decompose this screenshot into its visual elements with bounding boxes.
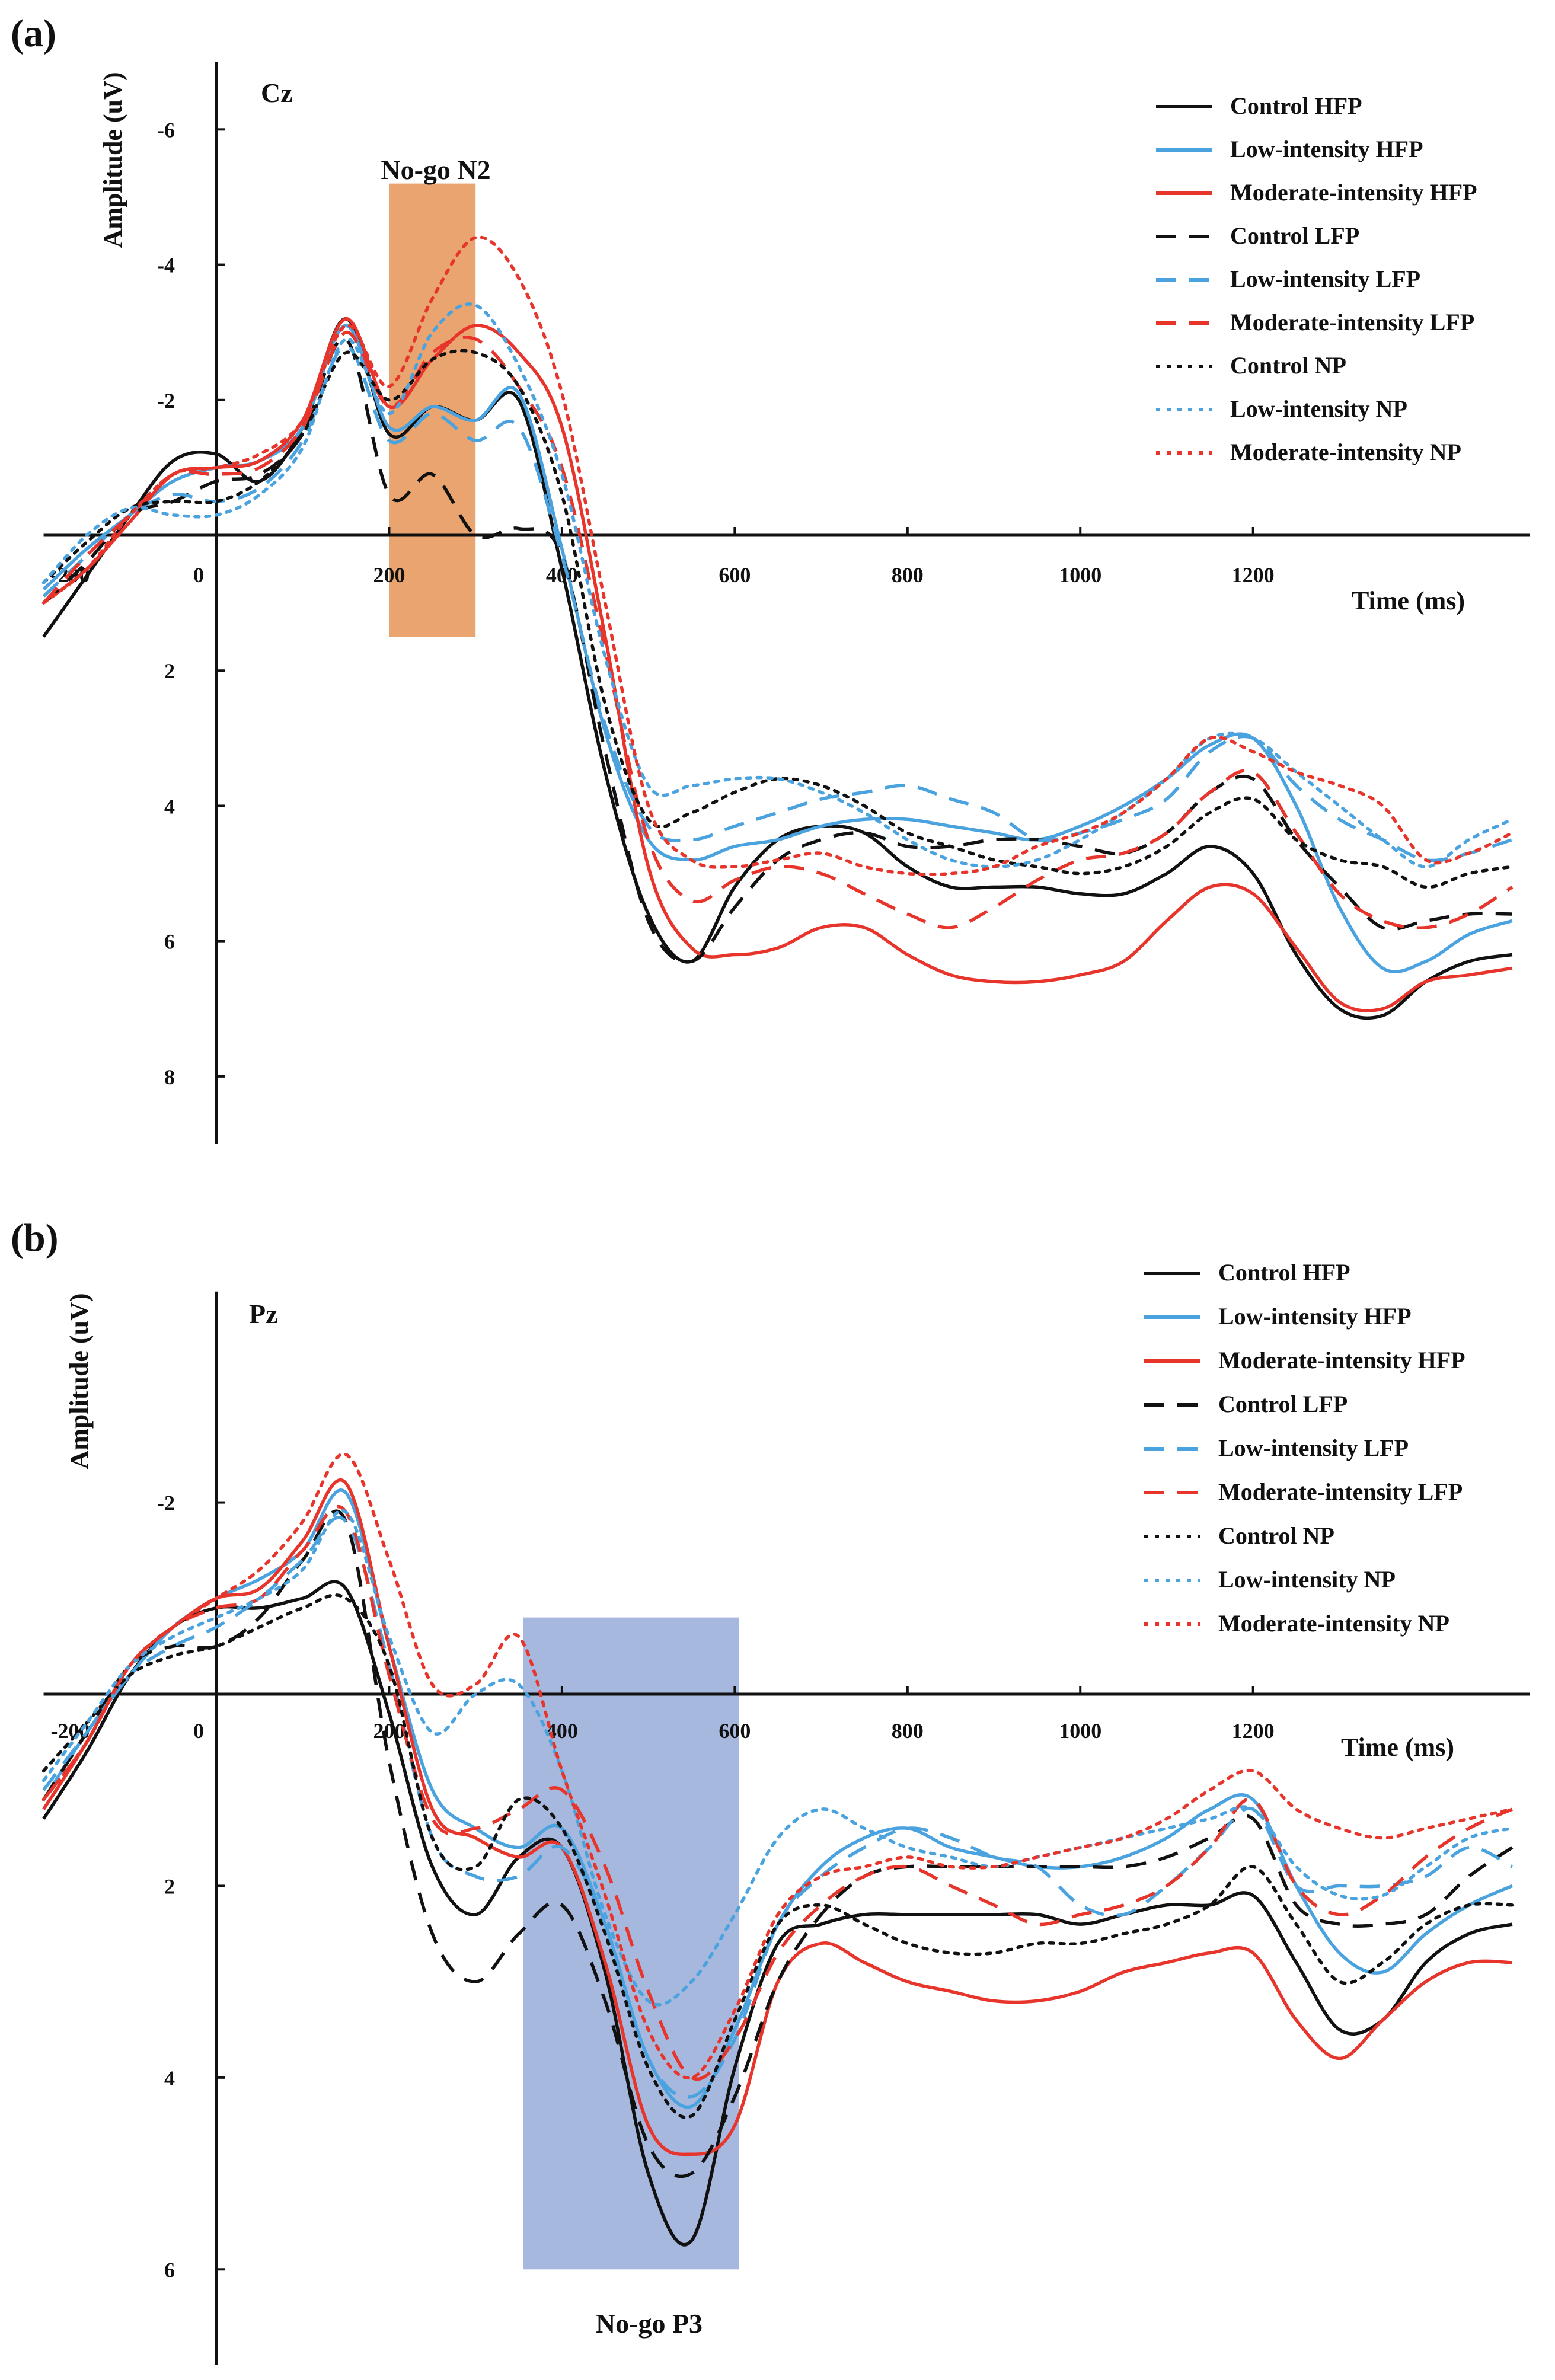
x-axis-title-a: Time (ms) [1352, 586, 1465, 615]
legend-label-moderate-intensity-lfp: Moderate-intensity LFP [1230, 309, 1474, 336]
x-tick-label-200: 200 [373, 1719, 405, 1743]
x-tick-label-1000: 1000 [1059, 1719, 1101, 1743]
x-tick-label-800: 800 [892, 1719, 924, 1743]
x-tick-label-600: 600 [719, 563, 751, 587]
no-go-n2-window [389, 183, 476, 637]
series-line-moderate-intensity-hfp [42, 317, 1513, 1012]
y-tick-label-2: 2 [164, 1874, 175, 1898]
x-tick-label-600: 600 [719, 1719, 751, 1743]
series-line-control-np [41, 1593, 1514, 2119]
x-tick-label-200: 200 [373, 563, 405, 587]
legend-label-moderate-intensity-hfp: Moderate-intensity HFP [1218, 1347, 1465, 1373]
legend-label-low-intensity-np: Low-intensity NP [1218, 1566, 1396, 1593]
y-tick-label-2: 2 [164, 659, 175, 683]
no-go-p3-label: No-go P3 [596, 2308, 703, 2339]
series-line-moderate-intensity-np [41, 235, 1514, 876]
y-tick-label-4: 4 [164, 794, 175, 818]
y-tick-label-6: 6 [164, 930, 175, 954]
electrode-label-pz: Pz [249, 1299, 278, 1329]
panel-label-b: (b) [11, 1216, 59, 1260]
legend-label-low-intensity-lfp: Low-intensity LFP [1230, 266, 1420, 292]
legend-label-moderate-intensity-np: Moderate-intensity NP [1218, 1610, 1449, 1637]
series-line-moderate-intensity-lfp [42, 330, 1514, 929]
series-line-low-intensity-hfp [42, 324, 1513, 974]
legend-label-low-intensity-hfp: Low-intensity HFP [1230, 136, 1423, 162]
x-tick-label-1200: 1200 [1232, 1719, 1275, 1743]
legend-label-control-lfp: Control LFP [1218, 1391, 1348, 1417]
legend-label-control-np: Control NP [1230, 352, 1346, 379]
series-line-control-lfp [42, 1509, 1514, 2178]
x-tick-label-800: 800 [892, 563, 924, 587]
y-tick-label--2: -2 [157, 1491, 175, 1515]
legend-label-control-lfp: Control LFP [1230, 222, 1359, 249]
series-line-moderate-intensity-np [41, 1452, 1514, 2080]
series-line-moderate-intensity-lfp [42, 1505, 1513, 2081]
legend-label-control-np: Control NP [1218, 1522, 1334, 1549]
y-axis-title-b: Amplitude (uV) [65, 1293, 94, 1469]
legend-label-low-intensity-hfp: Low-intensity HFP [1218, 1303, 1412, 1330]
y-tick-label-6: 6 [164, 2258, 175, 2282]
y-tick-label--6: -6 [157, 118, 175, 142]
y-tick-label-4: 4 [164, 2066, 175, 2090]
y-axis-title-a: Amplitude (uV) [98, 72, 127, 248]
series-line-low-intensity-np [41, 302, 1514, 868]
legend-label-moderate-intensity-hfp: Moderate-intensity HFP [1230, 179, 1477, 206]
legend-label-low-intensity-np: Low-intensity NP [1230, 395, 1407, 422]
y-tick-label-8: 8 [164, 1065, 175, 1089]
x-axis-title-b: Time (ms) [1341, 1733, 1454, 1762]
x-tick-label-1200: 1200 [1232, 563, 1275, 587]
series-line-control-lfp [42, 336, 1512, 964]
x-tick-label-0: 0 [193, 563, 204, 587]
x-tick-label-1000: 1000 [1059, 563, 1101, 587]
series-line-control-hfp [42, 1580, 1513, 2247]
series-line-control-np [41, 349, 1514, 889]
series-line-low-intensity-np [41, 1509, 1514, 2007]
series-line-control-hfp [42, 317, 1513, 1020]
electrode-label-cz: Cz [261, 78, 293, 108]
legend-label-control-hfp: Control HFP [1230, 92, 1362, 119]
legend-label-low-intensity-lfp: Low-intensity LFP [1218, 1435, 1409, 1461]
legend-label-control-hfp: Control HFP [1218, 1259, 1350, 1286]
x-tick-label-400: 400 [546, 1719, 578, 1743]
series-line-low-intensity-lfp [42, 344, 1513, 862]
legend-label-moderate-intensity-lfp: Moderate-intensity LFP [1218, 1478, 1463, 1505]
legend-label-moderate-intensity-np: Moderate-intensity NP [1230, 439, 1461, 465]
y-tick-label--4: -4 [157, 254, 175, 277]
no-go-n2-label: No-go N2 [381, 155, 490, 185]
x-tick-label-0: 0 [193, 1719, 204, 1743]
panel-label-a: (a) [11, 12, 56, 55]
y-tick-label--2: -2 [157, 389, 175, 413]
